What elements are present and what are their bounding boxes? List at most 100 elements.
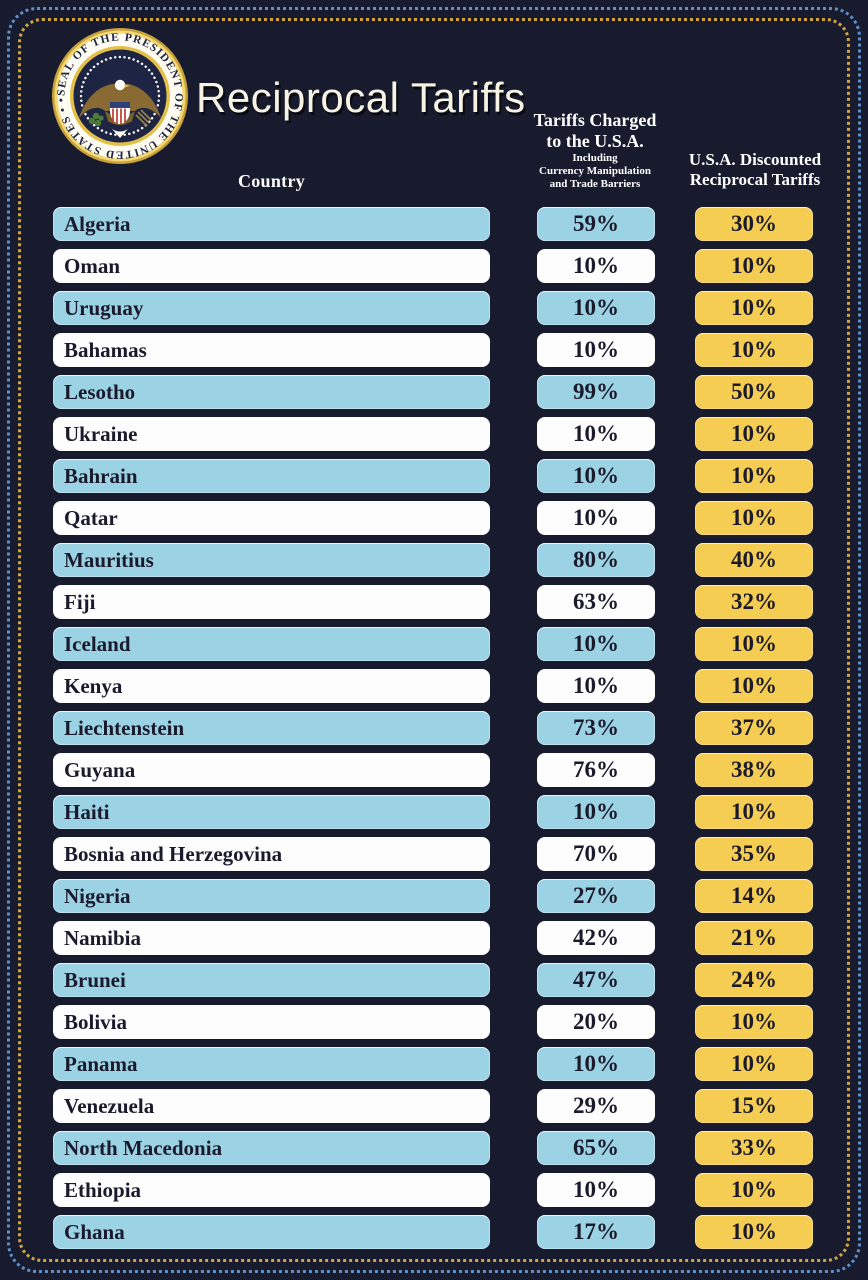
table-row: Mauritius 80% 40% xyxy=(0,543,868,577)
country-cell: Ukraine xyxy=(53,417,490,451)
discounted-cell: 38% xyxy=(695,753,813,787)
charged-cell: 42% xyxy=(537,921,655,955)
discounted-cell: 10% xyxy=(695,501,813,535)
discounted-cell: 10% xyxy=(695,249,813,283)
table-row: Uruguay 10% 10% xyxy=(0,291,868,325)
country-cell: Guyana xyxy=(53,753,490,787)
charged-cell: 76% xyxy=(537,753,655,787)
discounted-cell: 10% xyxy=(695,1215,813,1249)
country-cell: Oman xyxy=(53,249,490,283)
charged-subheader-line2: Currency Manipulation xyxy=(539,165,651,178)
discounted-cell: 10% xyxy=(695,1047,813,1081)
discount-header-line2: Reciprocal Tariffs xyxy=(689,170,821,190)
charged-cell: 10% xyxy=(537,459,655,493)
discounted-cell: 40% xyxy=(695,543,813,577)
table-row: Lesotho 99% 50% xyxy=(0,375,868,409)
table-row: Fiji 63% 32% xyxy=(0,585,868,619)
discounted-cell: 10% xyxy=(695,291,813,325)
country-cell: Venezuela xyxy=(53,1089,490,1123)
discounted-cell: 37% xyxy=(695,711,813,745)
table-row: Qatar 10% 10% xyxy=(0,501,868,535)
charged-cell: 10% xyxy=(537,1047,655,1081)
country-cell: Bahamas xyxy=(53,333,490,367)
country-column-header: Country xyxy=(237,171,306,191)
discounted-cell: 30% xyxy=(695,207,813,241)
charged-cell: 10% xyxy=(537,291,655,325)
table-row: Panama 10% 10% xyxy=(0,1047,868,1081)
country-cell: Brunei xyxy=(53,963,490,997)
country-cell: Namibia xyxy=(53,921,490,955)
table-row: Nigeria 27% 14% xyxy=(0,879,868,913)
discounted-cell: 10% xyxy=(695,669,813,703)
charged-cell: 10% xyxy=(537,627,655,661)
table-row: Liechtenstein 73% 37% xyxy=(0,711,868,745)
charged-cell: 47% xyxy=(537,963,655,997)
charged-cell: 65% xyxy=(537,1131,655,1165)
table-row: Namibia 42% 21% xyxy=(0,921,868,955)
discounted-cell: 10% xyxy=(695,459,813,493)
country-cell: Bahrain xyxy=(53,459,490,493)
eagle-icon xyxy=(79,79,161,138)
charged-cell: 27% xyxy=(537,879,655,913)
country-cell: Algeria xyxy=(53,207,490,241)
table-row: Bolivia 20% 10% xyxy=(0,1005,868,1039)
table-row: Haiti 10% 10% xyxy=(0,795,868,829)
table-row: Oman 10% 10% xyxy=(0,249,868,283)
charged-subheader-line3: and Trade Barriers xyxy=(549,177,641,190)
charged-cell: 17% xyxy=(537,1215,655,1249)
charged-cell: 63% xyxy=(537,585,655,619)
discounted-cell: 15% xyxy=(695,1089,813,1123)
discounted-cell: 35% xyxy=(695,837,813,871)
charged-cell: 10% xyxy=(537,249,655,283)
table-row: Brunei 47% 24% xyxy=(0,963,868,997)
charged-column-header: Tariffs Charged to the U.S.A. Including … xyxy=(505,110,685,190)
discount-column-header: U.S.A. Discounted Reciprocal Tariffs xyxy=(675,150,835,191)
country-cell: Bosnia and Herzegovina xyxy=(53,837,490,871)
country-cell: Iceland xyxy=(53,627,490,661)
discounted-cell: 10% xyxy=(695,627,813,661)
table-row: Guyana 76% 38% xyxy=(0,753,868,787)
page-title: Reciprocal Tariffs xyxy=(196,74,526,121)
discounted-cell: 10% xyxy=(695,1005,813,1039)
country-cell: Kenya xyxy=(53,669,490,703)
tariff-table-rows: Algeria 59% 30% Oman 10% 10% Uruguay 10%… xyxy=(0,207,868,1257)
charged-cell: 10% xyxy=(537,333,655,367)
country-cell: Lesotho xyxy=(53,375,490,409)
charged-cell: 70% xyxy=(537,837,655,871)
country-cell: Bolivia xyxy=(53,1005,490,1039)
presidential-seal-logo: SEAL OF THE PRESIDENT OF THE UNITED STAT… xyxy=(52,28,188,164)
country-cell: Nigeria xyxy=(53,879,490,913)
country-cell: Uruguay xyxy=(53,291,490,325)
charged-subheader-line1: Including xyxy=(572,152,618,165)
discounted-cell: 10% xyxy=(695,795,813,829)
charged-cell: 10% xyxy=(537,669,655,703)
charged-cell: 10% xyxy=(537,417,655,451)
table-row: Kenya 10% 10% xyxy=(0,669,868,703)
table-row: Bahrain 10% 10% xyxy=(0,459,868,493)
charged-cell: 10% xyxy=(537,795,655,829)
table-row: North Macedonia 65% 33% xyxy=(0,1131,868,1165)
table-row: Venezuela 29% 15% xyxy=(0,1089,868,1123)
country-cell: Ghana xyxy=(53,1215,490,1249)
country-cell: Ethiopia xyxy=(53,1173,490,1207)
table-row: Bahamas 10% 10% xyxy=(0,333,868,367)
discounted-cell: 33% xyxy=(695,1131,813,1165)
country-cell: Mauritius xyxy=(53,543,490,577)
charged-cell: 10% xyxy=(537,501,655,535)
charged-cell: 10% xyxy=(537,1173,655,1207)
discounted-cell: 21% xyxy=(695,921,813,955)
country-cell: Panama xyxy=(53,1047,490,1081)
charged-header-line2: to the U.S.A. xyxy=(546,131,644,152)
country-cell: Qatar xyxy=(53,501,490,535)
discounted-cell: 10% xyxy=(695,333,813,367)
country-cell: Fiji xyxy=(53,585,490,619)
charged-cell: 29% xyxy=(537,1089,655,1123)
charged-cell: 20% xyxy=(537,1005,655,1039)
charged-cell: 73% xyxy=(537,711,655,745)
discounted-cell: 14% xyxy=(695,879,813,913)
charged-header-line1: Tariffs Charged xyxy=(533,110,657,130)
table-row: Iceland 10% 10% xyxy=(0,627,868,661)
table-row: Ghana 17% 10% xyxy=(0,1215,868,1249)
discounted-cell: 50% xyxy=(695,375,813,409)
